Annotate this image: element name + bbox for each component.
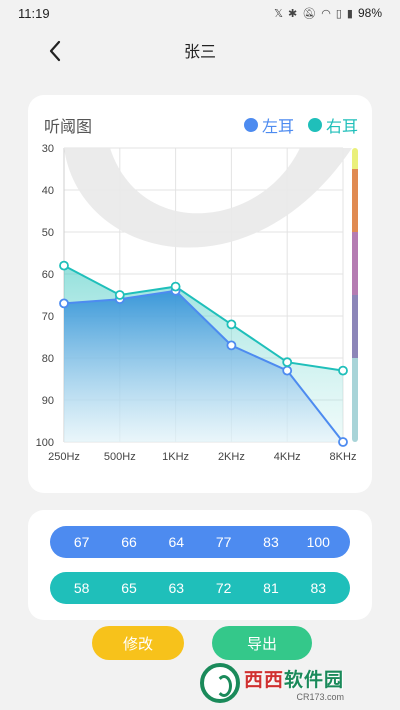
level-segment	[352, 295, 358, 358]
left-ear-dot-icon	[243, 118, 258, 132]
export-button[interactable]: 导出	[212, 626, 312, 660]
back-button[interactable]	[40, 36, 70, 66]
chevron-left-icon	[49, 40, 61, 62]
right-ear-value: 81	[263, 580, 279, 596]
right-ear-value: 72	[215, 580, 232, 596]
left-ear-values-row: 67 66 64 77 83 100	[50, 526, 350, 558]
level-segment	[352, 169, 358, 232]
no-sim-icon: ▯	[335, 6, 342, 20]
level-segment	[352, 232, 358, 295]
x-app-icon: 𝕏	[274, 6, 284, 20]
left-ear-value: 77	[215, 534, 232, 550]
legend-right-ear: 右耳	[307, 113, 358, 137]
left-ear-value: 64	[168, 534, 185, 550]
chart-legend: 左耳 右耳	[243, 113, 358, 137]
left-ear-value: 100	[306, 534, 330, 550]
level-segment	[352, 358, 358, 442]
edit-button[interactable]: 修改	[92, 626, 184, 660]
watermark-logo-icon	[200, 663, 240, 703]
bluetooth-icon: ✱	[288, 6, 298, 20]
left-ear-value: 83	[263, 534, 279, 550]
status-time: 11:19	[18, 5, 50, 21]
right-ear-value: 83	[310, 580, 327, 596]
wifi-icon: ◠	[321, 6, 331, 20]
left-ear-value: 67	[73, 534, 90, 550]
site-watermark: 西西软件园 CR173.com	[200, 660, 396, 706]
legend-right-label: 右耳	[325, 117, 358, 136]
right-ear-value: 58	[73, 580, 90, 596]
hearing-level-bar	[352, 148, 358, 442]
card-title: 听阈图	[44, 117, 93, 136]
audiogram-card: 听阈图 左耳 右耳	[28, 95, 372, 493]
status-icons: 𝕏 ✱ 🔕︎ ◠ ▯ ▮ 98%	[274, 6, 382, 20]
level-segment	[352, 148, 358, 169]
watermark-url: CR173.com	[296, 691, 345, 702]
battery-percent: 98%	[357, 6, 382, 20]
left-ear-value: 66	[121, 534, 137, 550]
right-ear-value: 63	[168, 580, 185, 596]
battery-icon: ▮	[346, 6, 353, 20]
legend-left-label: 左耳	[261, 117, 294, 136]
right-ear-value: 65	[121, 580, 137, 596]
top-bar: 张三	[0, 26, 400, 74]
right-ear-dot-icon	[307, 118, 322, 132]
status-bar: 11:19 𝕏 ✱ 🔕︎ ◠ ▯ ▮ 98%	[0, 0, 400, 26]
legend-left-ear: 左耳	[243, 113, 294, 137]
right-ear-values-row: 58 65 63 72 81 83	[50, 572, 350, 604]
page-title: 张三	[183, 42, 216, 61]
watermark-text-b: 软件园	[284, 668, 345, 691]
watermark-text-a: 西西	[244, 668, 285, 691]
mute-icon: 🔕︎	[302, 6, 317, 20]
